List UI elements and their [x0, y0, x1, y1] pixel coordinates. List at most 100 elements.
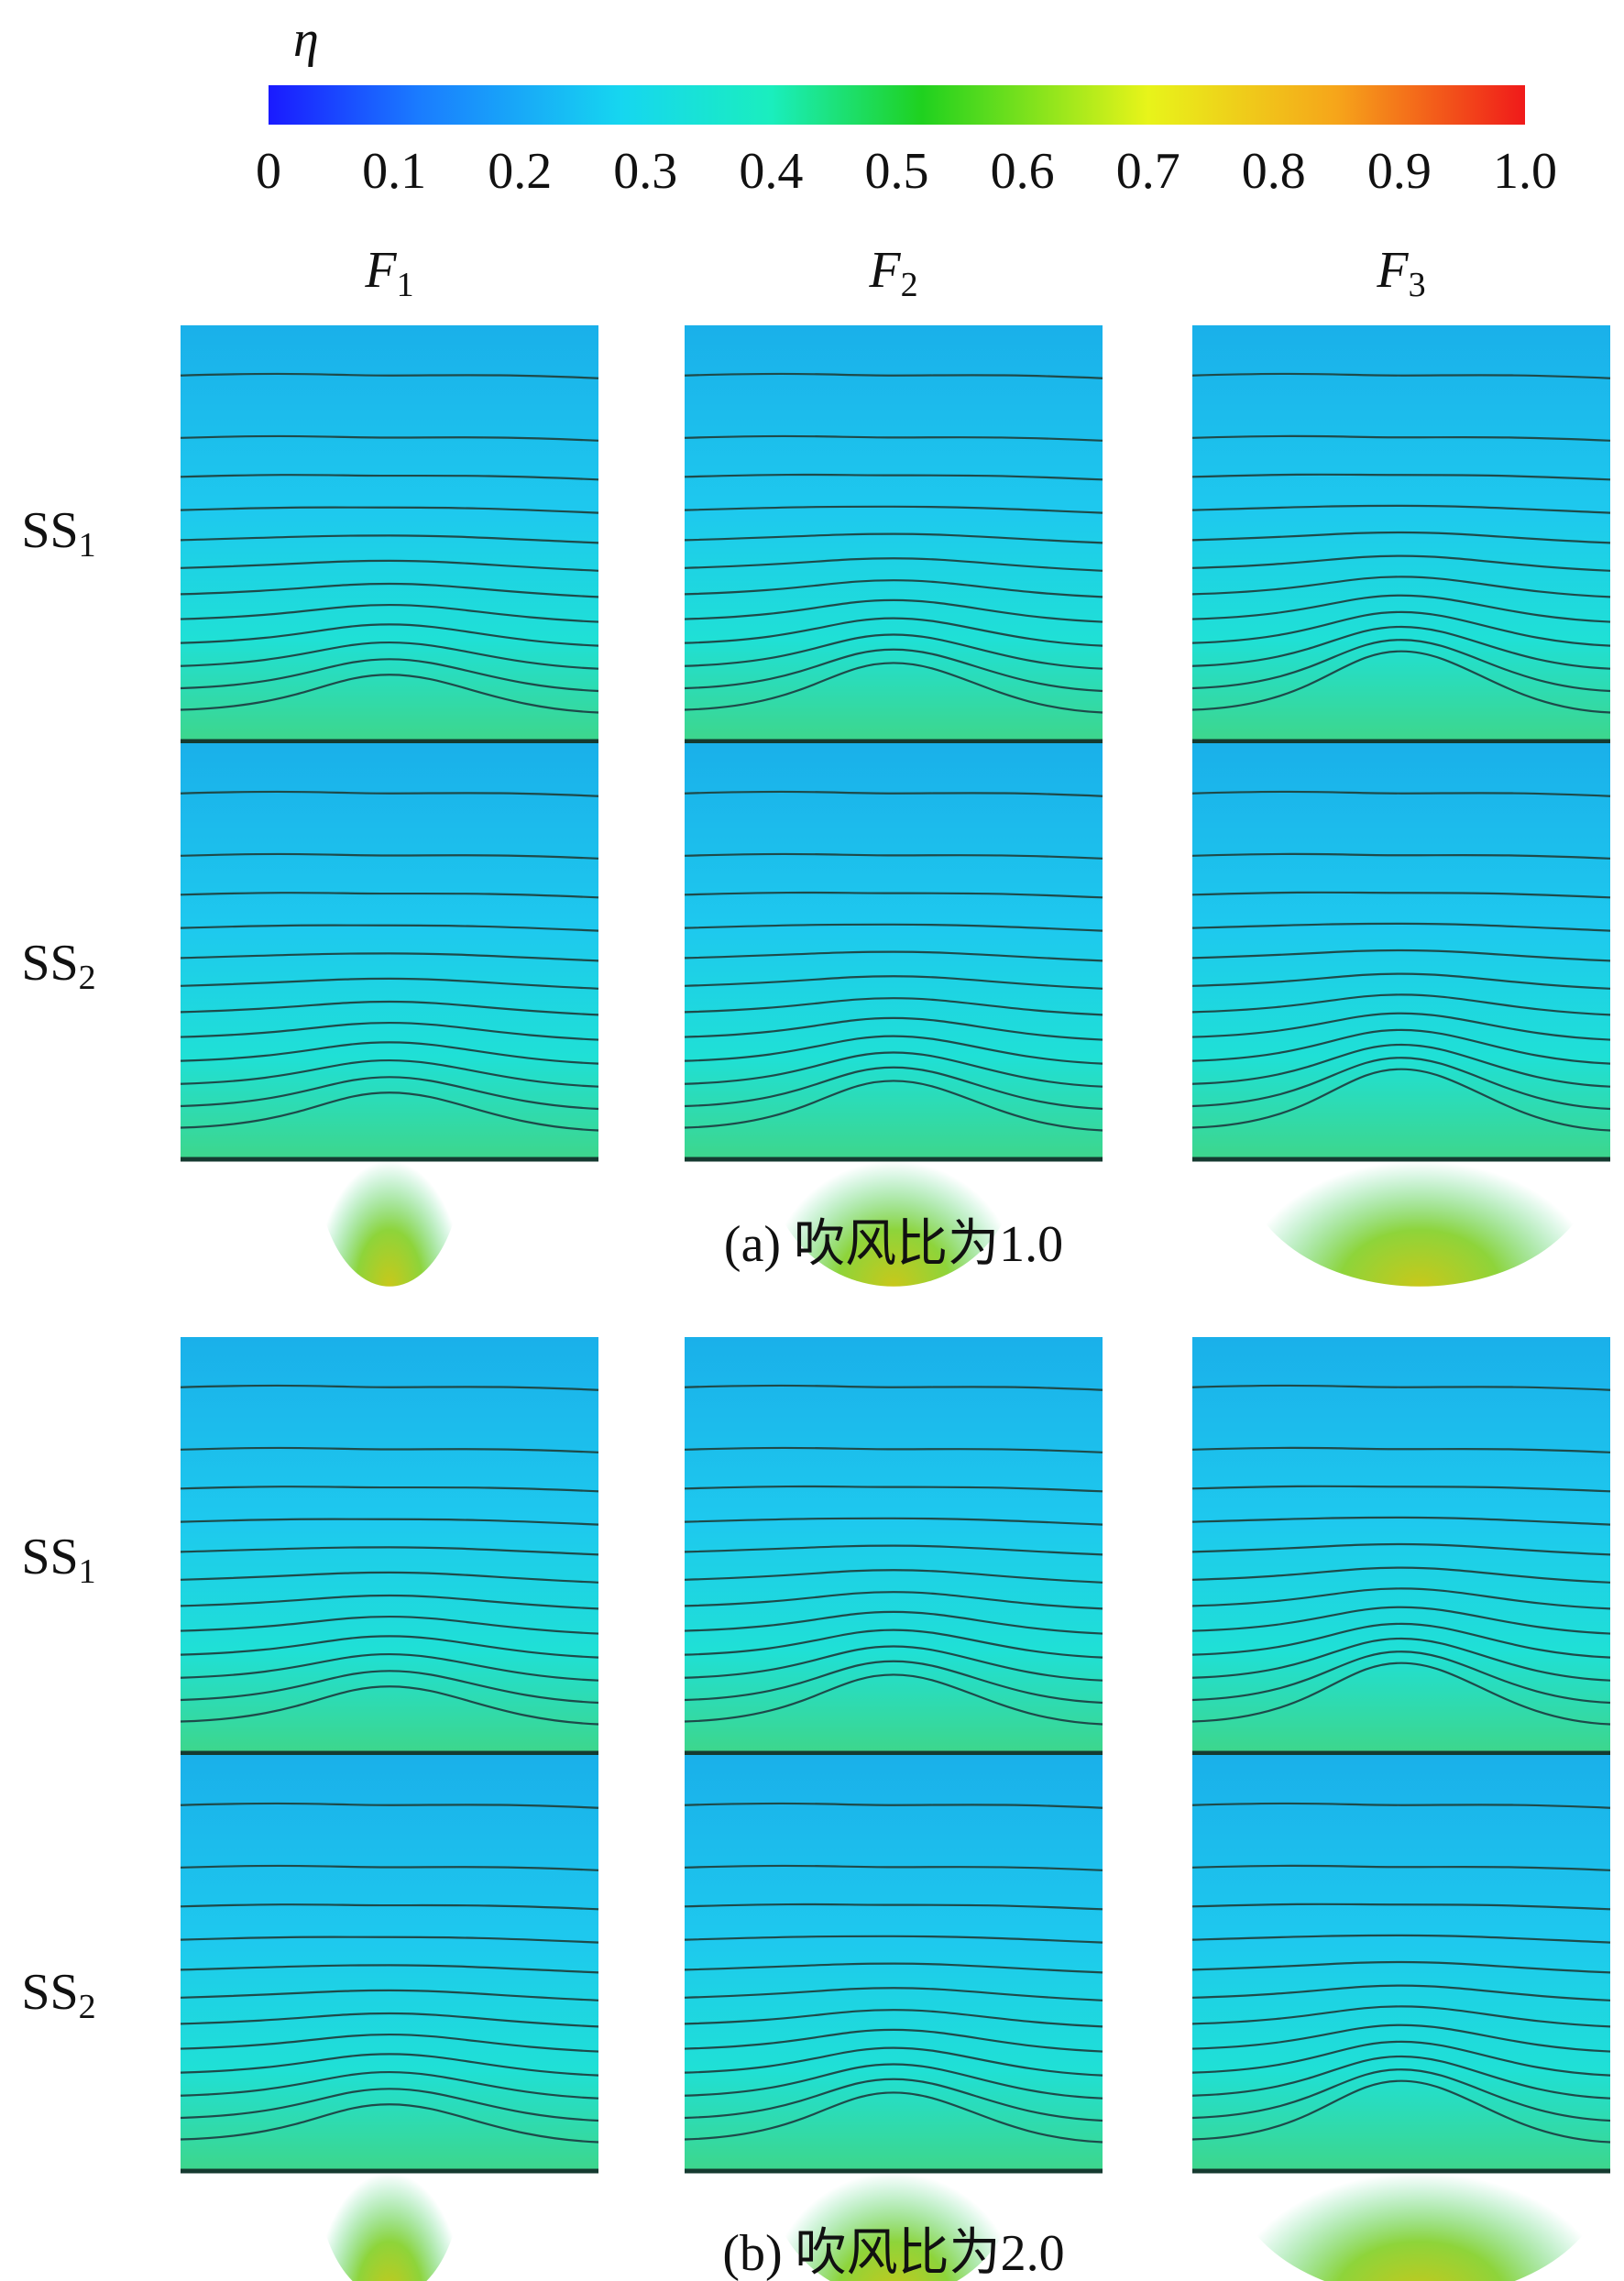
- contour-line: [180, 1685, 599, 1726]
- contour-line: [180, 372, 599, 379]
- contour-line: [684, 1035, 1103, 1065]
- contour-line: [180, 1936, 599, 1944]
- contour-line: [1191, 531, 1611, 544]
- contour-line: [1191, 1960, 1611, 1974]
- contour-panel: [684, 1755, 1103, 2281]
- contour-line: [684, 1660, 1103, 1705]
- colorbar-tick-label: 0: [256, 143, 281, 200]
- contour-line: [684, 579, 1103, 598]
- contour-line: [1191, 972, 1611, 990]
- contour-line: [180, 1384, 599, 1391]
- contour-line: [684, 1066, 1103, 1111]
- contour-line: [180, 1486, 599, 1493]
- contour-panel: [180, 1337, 599, 1881]
- contour-line: [180, 2053, 599, 2077]
- hot-spot: [316, 2047, 463, 2281]
- row-label-sub: 1: [79, 526, 96, 565]
- contour-line: [180, 1041, 599, 1065]
- contour-line: [180, 641, 599, 670]
- contour-line: [1191, 2079, 1611, 2144]
- contour-line: [180, 1446, 599, 1453]
- contour-line: [684, 633, 1103, 670]
- contour-line: [180, 1615, 599, 1635]
- contour-line: [684, 923, 1103, 932]
- contour-line: [180, 474, 599, 481]
- contour-line: [180, 1964, 599, 1974]
- contour-line: [180, 1989, 599, 2001]
- contour-line: [180, 506, 599, 514]
- contour-line: [1191, 1446, 1611, 1453]
- contour-line: [1191, 1542, 1611, 1556]
- contour-line: [684, 2091, 1103, 2144]
- contour-line: [180, 2070, 599, 2100]
- row-label-main: SS: [21, 502, 78, 559]
- contour-line: [684, 1987, 1103, 2001]
- contour-line: [1191, 1485, 1611, 1493]
- colorbar-tick-label: 0.4: [739, 143, 803, 200]
- contour-line: [684, 617, 1103, 647]
- contour-line: [1191, 2040, 1611, 2077]
- colorbar-tick-label: 0.2: [488, 143, 552, 200]
- contour-line: [180, 534, 599, 544]
- contour-line: [1191, 1028, 1611, 1065]
- column-label: F1: [364, 242, 413, 304]
- contour-line: [684, 1080, 1103, 1132]
- contour-panel: [180, 743, 599, 1287]
- contour-line: [1191, 434, 1611, 442]
- contour-line: [1191, 852, 1611, 860]
- contour-line: [1191, 1864, 1611, 1871]
- row-label-main: SS: [21, 1529, 78, 1585]
- column-label: F2: [868, 242, 917, 304]
- contour-line: [180, 1076, 599, 1111]
- contour-panel: [180, 1755, 599, 2281]
- column-label: F3: [1376, 242, 1425, 304]
- colorbar-tick-label: 0.6: [991, 143, 1055, 200]
- contour-line: [180, 2088, 599, 2122]
- contour-line: [1191, 1566, 1611, 1584]
- colorbar-title: η: [293, 11, 319, 68]
- contour-line: [684, 1544, 1103, 1556]
- contour-line: [1191, 1622, 1611, 1659]
- contour-line: [684, 1446, 1103, 1453]
- contour-line: [180, 559, 599, 572]
- contour-line: [684, 2009, 1103, 2028]
- contour-line: [180, 892, 599, 899]
- contour-line: [1191, 993, 1611, 1016]
- contour-line: [684, 1016, 1103, 1041]
- colorbar-tick-label: 0.8: [1242, 143, 1306, 200]
- contour-line: [1191, 1516, 1611, 1526]
- contour-line: [1191, 1068, 1611, 1132]
- contour-line: [1191, 1057, 1611, 1111]
- contour-line: [180, 2103, 599, 2144]
- contour-line: [684, 434, 1103, 442]
- contour-line: [684, 1051, 1103, 1088]
- contour-line: [1191, 625, 1611, 670]
- contour-line: [180, 1635, 599, 1659]
- contour-line: [1191, 2023, 1611, 2053]
- contour-line: [1191, 2005, 1611, 2028]
- contour-line: [684, 557, 1103, 572]
- column-label-main: F: [364, 242, 397, 299]
- contour-line: [684, 1673, 1103, 1726]
- contour-line: [684, 648, 1103, 693]
- contour-line: [1191, 1587, 1611, 1610]
- contour-line: [684, 1485, 1103, 1493]
- contour-line: [1191, 2055, 1611, 2100]
- contour-line: [684, 2028, 1103, 2053]
- colorbar-tick-label: 0.5: [865, 143, 929, 200]
- contour-line: [180, 1864, 599, 1871]
- contour-line: [1191, 1903, 1611, 1911]
- contour-line: [180, 1802, 599, 1809]
- contour-line: [684, 1610, 1103, 1635]
- contour-line: [180, 977, 599, 990]
- contour-line: [1191, 2068, 1611, 2122]
- contour-line: [684, 790, 1103, 797]
- contour-line: [684, 532, 1103, 544]
- contour-line: [1191, 1384, 1611, 1391]
- contour-line: [684, 997, 1103, 1016]
- contour-line: [1191, 790, 1611, 797]
- contour-line: [180, 852, 599, 860]
- contour-line: [684, 891, 1103, 899]
- caption: (b) 吹风比为2.0: [722, 2225, 1064, 2281]
